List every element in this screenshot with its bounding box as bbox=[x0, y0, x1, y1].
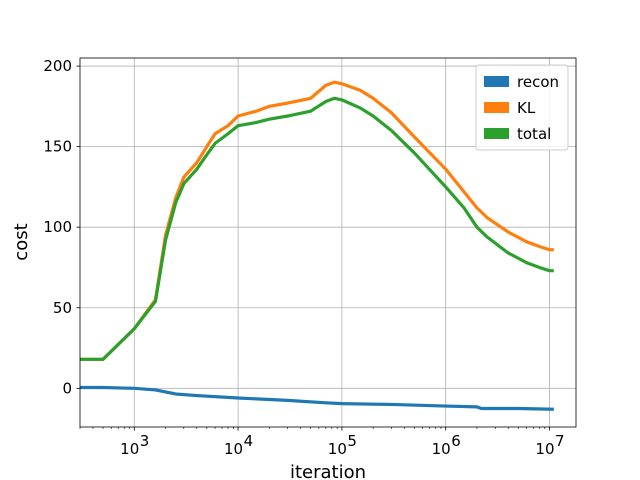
series-line-KL bbox=[80, 80, 554, 361]
x-tick-base: 10 bbox=[120, 440, 139, 458]
x-tick-label: 10 7 bbox=[535, 432, 564, 458]
y-axis: 0 50 100 150 200 bbox=[43, 57, 80, 397]
series-line-recon bbox=[80, 385, 554, 411]
x-tick-label: 10 5 bbox=[328, 432, 357, 458]
x-tick-exponent: 5 bbox=[347, 432, 357, 450]
x-tick-label: 10 4 bbox=[224, 432, 253, 458]
y-tick-label: 150 bbox=[43, 138, 72, 156]
x-tick-label: 10 3 bbox=[120, 432, 149, 458]
y-tick-label: 100 bbox=[43, 218, 72, 236]
y-axis-label: cost bbox=[11, 223, 32, 260]
x-axis: 10 3 10 4 10 5 10 6 10 7 bbox=[79, 427, 565, 458]
y-tick-label: 0 bbox=[62, 379, 72, 397]
x-tick-base: 10 bbox=[328, 440, 347, 458]
plot-frame bbox=[79, 57, 577, 428]
x-tick-label: 10 6 bbox=[432, 432, 461, 458]
x-tick-exponent: 7 bbox=[555, 432, 565, 450]
y-tick-label: 200 bbox=[43, 57, 72, 75]
legend-swatch-KL bbox=[484, 102, 509, 113]
series-layer bbox=[80, 80, 554, 411]
x-tick-exponent: 3 bbox=[140, 432, 150, 450]
series-line-total bbox=[80, 96, 554, 361]
y-tick-label: 50 bbox=[53, 299, 72, 317]
x-tick-exponent: 4 bbox=[244, 432, 254, 450]
legend: recon KL total bbox=[475, 64, 569, 151]
x-tick-exponent: 6 bbox=[451, 432, 461, 450]
legend-swatch-recon bbox=[484, 76, 509, 87]
legend-label-recon: recon bbox=[517, 73, 559, 91]
legend-swatch-total bbox=[484, 128, 509, 139]
legend-label-total: total bbox=[517, 125, 551, 143]
x-tick-base: 10 bbox=[224, 440, 243, 458]
legend-label-KL: KL bbox=[517, 99, 536, 117]
x-tick-base: 10 bbox=[432, 440, 451, 458]
x-axis-label: iteration bbox=[290, 462, 366, 480]
x-tick-base: 10 bbox=[535, 440, 554, 458]
